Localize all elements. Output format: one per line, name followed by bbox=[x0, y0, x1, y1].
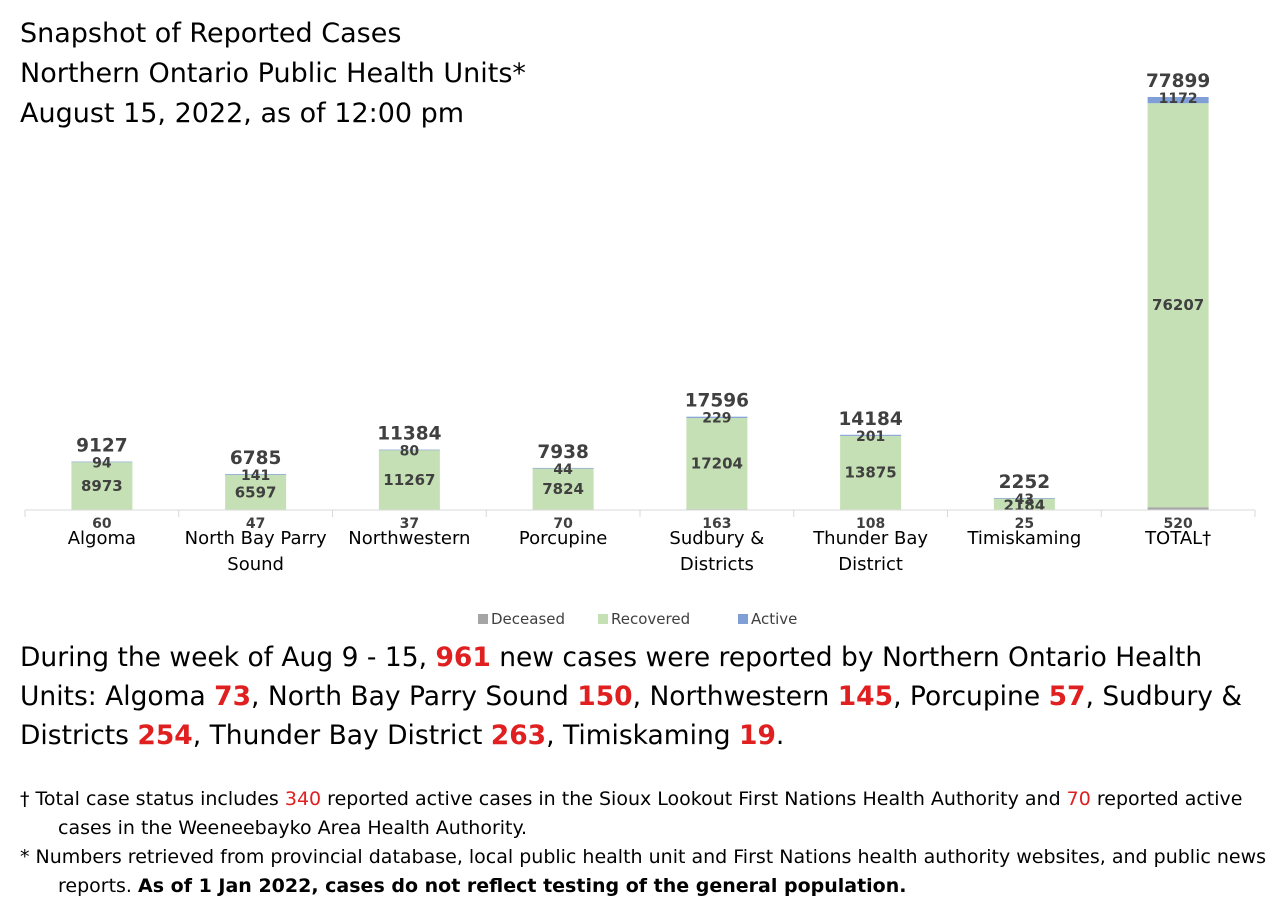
category-label-4: Sudbury & bbox=[669, 528, 764, 549]
summary-item-name: North Bay Parry Sound bbox=[267, 681, 578, 712]
label-active-6: 43 bbox=[1015, 492, 1034, 508]
summary-item-value: 254 bbox=[137, 720, 193, 751]
label-deceased-4: 163 bbox=[702, 516, 731, 532]
legend-label-recovered: Recovered bbox=[611, 610, 690, 628]
category-label-5: District bbox=[838, 554, 903, 575]
label-recovered-1: 6597 bbox=[235, 483, 277, 501]
bar-recovered-5 bbox=[840, 435, 902, 510]
footnote-dagger-part3: reported active cases in the Weeneebayko… bbox=[58, 788, 1243, 839]
footnote-dagger-part2: reported active cases in the Sioux Looko… bbox=[321, 788, 1067, 810]
title-line-2: Northern Ontario Public Health Units* bbox=[20, 58, 526, 89]
bar-active-5 bbox=[840, 434, 902, 436]
label-deceased-0: 60 bbox=[92, 516, 112, 532]
category-label-1: North Bay Parry bbox=[185, 528, 327, 549]
label-active-0: 94 bbox=[92, 456, 112, 472]
summary-intro: During the week of Aug 9 - 15, bbox=[20, 642, 436, 673]
summary-item-name: Porcupine bbox=[909, 681, 1049, 712]
label-active-7: 1172 bbox=[1159, 91, 1198, 107]
label-total-4: 17596 bbox=[685, 391, 749, 412]
summary-items: Algoma 73, North Bay Parry Sound 150, No… bbox=[20, 681, 1243, 751]
label-total-7: 77899 bbox=[1146, 71, 1210, 92]
category-label-6: Timiskaming bbox=[966, 528, 1081, 549]
bar-recovered-4 bbox=[686, 417, 748, 510]
label-deceased-1: 47 bbox=[246, 516, 265, 532]
category-label-3: Porcupine bbox=[519, 528, 607, 549]
category-label-4: Districts bbox=[680, 554, 754, 575]
label-total-0: 9127 bbox=[76, 436, 128, 457]
footnote-dagger-part1: † Total case status includes bbox=[20, 788, 285, 810]
chart-title: Snapshot of Reported Cases Northern Onta… bbox=[20, 14, 526, 134]
label-active-2: 80 bbox=[400, 444, 420, 460]
summary-item-value: 73 bbox=[214, 681, 252, 712]
bar-active-2 bbox=[378, 449, 440, 451]
category-label-1: Sound bbox=[227, 554, 284, 575]
bar-recovered-7 bbox=[1147, 103, 1209, 508]
label-recovered-0: 8973 bbox=[81, 477, 123, 495]
bar-recovered-0 bbox=[71, 462, 133, 510]
footnote-dagger-num1: 340 bbox=[284, 788, 322, 810]
summary-item-value: 150 bbox=[577, 681, 633, 712]
label-total-2: 11384 bbox=[377, 424, 441, 445]
label-active-1: 141 bbox=[241, 468, 270, 484]
bar-recovered-3 bbox=[532, 468, 594, 510]
label-deceased-7: 520 bbox=[1164, 516, 1193, 532]
label-recovered-4: 17204 bbox=[691, 455, 743, 473]
summary-item-name: Algoma bbox=[105, 681, 215, 712]
summary-item-value: 263 bbox=[490, 720, 547, 751]
summary-item-value: 19 bbox=[739, 720, 776, 751]
label-total-1: 6785 bbox=[230, 448, 282, 469]
footnote-star: * Numbers retrieved from provincial data… bbox=[20, 843, 1270, 901]
bar-active-1 bbox=[225, 474, 287, 475]
bar-deceased-7 bbox=[1147, 507, 1209, 510]
title-line-1: Snapshot of Reported Cases bbox=[20, 18, 402, 49]
bar-active-3 bbox=[532, 467, 594, 469]
label-recovered-2: 11267 bbox=[383, 471, 435, 489]
bar-recovered-2 bbox=[378, 450, 440, 510]
footnote-dagger: † Total case status includes 340 reporte… bbox=[20, 785, 1270, 843]
label-deceased-6: 25 bbox=[1015, 516, 1034, 532]
summary-item-value: 57 bbox=[1048, 681, 1086, 712]
category-label-0: Algoma bbox=[68, 528, 136, 549]
weekly-summary: During the week of Aug 9 - 15, 961 new c… bbox=[20, 638, 1270, 755]
label-deceased-5: 108 bbox=[856, 516, 885, 532]
label-total-5: 14184 bbox=[838, 409, 902, 430]
bar-active-7 bbox=[1147, 97, 1209, 104]
label-active-5: 201 bbox=[856, 429, 885, 445]
label-deceased-3: 70 bbox=[553, 516, 573, 532]
bar-recovered-6 bbox=[993, 498, 1055, 510]
legend-swatch-active bbox=[738, 614, 748, 624]
summary-item-name: Northwestern bbox=[649, 681, 838, 712]
legend-label-deceased: Deceased bbox=[491, 610, 565, 628]
footnotes: † Total case status includes 340 reporte… bbox=[20, 785, 1270, 901]
summary-after-total: new cases were reported by Northern Onta… bbox=[20, 642, 1203, 712]
footnote-star-part1: * Numbers retrieved from provincial data… bbox=[20, 846, 1267, 897]
footnote-star-bold: As of 1 Jan 2022, cases do not reflect t… bbox=[138, 875, 907, 897]
bar-active-6 bbox=[993, 498, 1055, 499]
bar-active-4 bbox=[686, 416, 748, 418]
summary-item-name: Sudbury & Districts bbox=[20, 681, 1243, 751]
legend-label-active: Active bbox=[751, 610, 797, 628]
label-active-4: 229 bbox=[702, 411, 731, 427]
label-recovered-7: 76207 bbox=[1152, 296, 1204, 314]
bar-recovered-1 bbox=[225, 474, 287, 510]
category-label-7: TOTAL† bbox=[1144, 528, 1211, 549]
label-recovered-5: 13875 bbox=[845, 464, 897, 482]
summary-item-value: 145 bbox=[837, 681, 894, 712]
title-line-3: August 15, 2022, as of 12:00 pm bbox=[20, 98, 465, 129]
category-label-2: Northwestern bbox=[348, 528, 470, 549]
label-total-6: 2252 bbox=[999, 472, 1051, 493]
summary-item-name: Timiskaming bbox=[562, 720, 740, 751]
legend-swatch-deceased bbox=[478, 614, 488, 624]
label-recovered-3: 7824 bbox=[542, 480, 584, 498]
label-active-3: 44 bbox=[553, 462, 573, 478]
label-total-3: 7938 bbox=[537, 442, 589, 463]
legend-swatch-recovered bbox=[598, 614, 608, 624]
bar-active-0 bbox=[71, 461, 133, 463]
label-deceased-2: 37 bbox=[400, 516, 419, 532]
summary-item-name: Thunder Bay District bbox=[209, 720, 491, 751]
category-label-5: Thunder Bay bbox=[812, 528, 928, 549]
summary-total-new: 961 bbox=[435, 642, 491, 673]
footnote-dagger-num2: 70 bbox=[1066, 788, 1091, 810]
